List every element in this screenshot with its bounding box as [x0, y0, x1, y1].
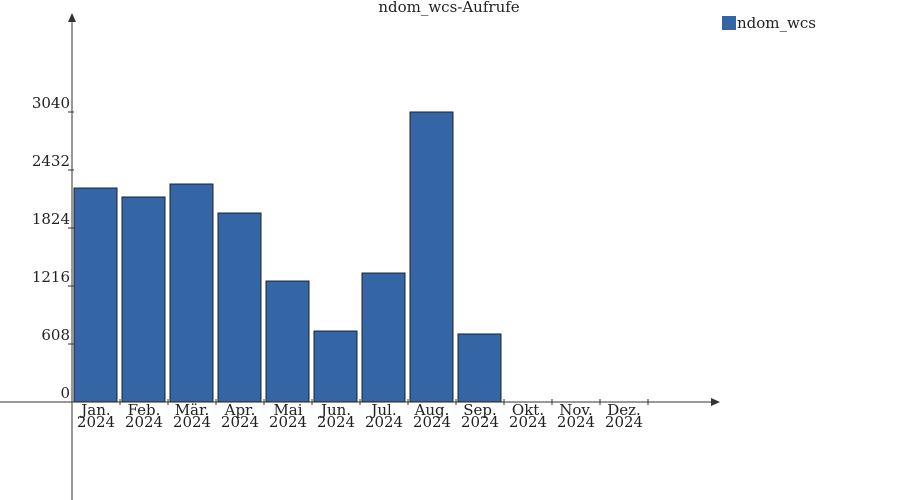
bar	[121, 196, 166, 403]
chart-title: ndom_wcs-Aufrufe	[378, 0, 519, 16]
bar	[169, 183, 214, 403]
x-tick-label: Feb. 2024	[124, 401, 164, 431]
y-tick-label: 0	[60, 384, 70, 402]
y-tick-label: 3040	[32, 94, 70, 112]
bar	[409, 111, 454, 403]
x-tick-label: Jan. 2024	[76, 401, 116, 431]
bar	[265, 280, 310, 403]
x-tick-label: Jun. 2024	[316, 401, 356, 431]
legend-swatch	[722, 16, 736, 30]
x-tick-label: Okt. 2024	[508, 401, 548, 431]
x-tick-label: Nov. 2024	[556, 401, 596, 431]
bar	[457, 333, 502, 403]
y-axis-arrow	[68, 13, 76, 22]
x-tick-label: Apr. 2024	[220, 401, 260, 431]
bar	[217, 212, 262, 403]
y-tick-label: 1824	[32, 210, 70, 228]
y-tick-label: 608	[41, 326, 70, 344]
x-tick-label: Dez. 2024	[604, 401, 644, 431]
y-tick-label: 2432	[32, 152, 70, 170]
x-axis-arrow	[711, 398, 720, 406]
bar	[73, 187, 118, 403]
x-tick-label: Sep. 2024	[460, 401, 500, 431]
y-tick-label: 1216	[32, 268, 70, 286]
x-tick-label: Mär. 2024	[172, 401, 212, 431]
bar	[313, 330, 358, 403]
legend-label: ndom_wcs	[737, 14, 816, 32]
bar	[361, 272, 406, 403]
x-tick-label: Jul. 2024	[364, 401, 404, 431]
x-tick-label: Mai 2024	[268, 401, 308, 431]
x-tick-label: Aug. 2024	[412, 401, 452, 431]
